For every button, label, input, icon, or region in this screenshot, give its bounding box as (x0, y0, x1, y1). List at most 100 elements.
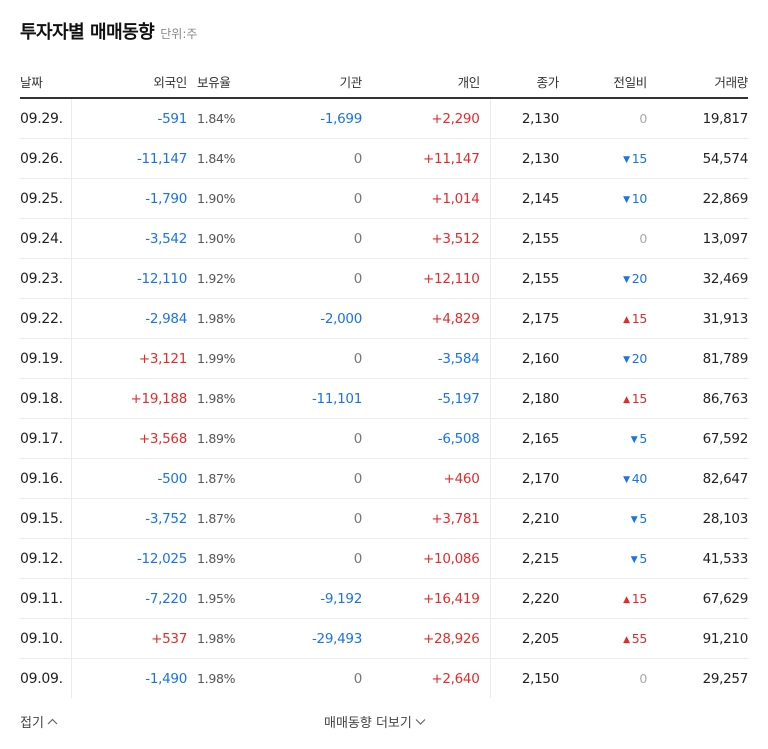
cell-close: 2,155 (489, 218, 569, 259)
cell-foreign: -591 (70, 98, 187, 139)
col-header-institution: 기관 (249, 66, 362, 99)
cell-change: ▼ 5 (569, 538, 653, 579)
cell-volume: 22,869 (653, 178, 748, 219)
cell-volume: 13,097 (653, 218, 748, 259)
cell-individual: +16,419 (362, 578, 490, 619)
cell-foreign: -7,220 (70, 578, 187, 619)
chevron-down-icon (415, 716, 426, 727)
cell-ratio: 1.98% (187, 298, 249, 339)
cell-volume: 67,629 (653, 578, 748, 619)
table-row: 09.15. -3,752 1.87% 0 +3,781 2,210 ▼ 5 28,103 (20, 498, 748, 539)
cell-ratio: 1.95% (187, 578, 249, 619)
col-header-volume: 거래량 (653, 66, 748, 99)
cell-individual: -6,508 (362, 418, 490, 459)
cell-date: 09.17. (20, 418, 71, 459)
col-header-ratio: 보유율 (187, 66, 249, 99)
cell-date: 09.10. (20, 618, 71, 659)
table-row: 09.19. +3,121 1.99% 0 -3,584 2,160 ▼ 20 81,789 (20, 338, 748, 379)
table-row: 09.23. -12,110 1.92% 0 +12,110 2,155 ▼ 20 32,469 (20, 258, 748, 299)
table-header-row: 날짜 외국인 보유율 기관 개인 종가 전일비 거래량 (20, 66, 748, 99)
cell-volume: 32,469 (653, 258, 748, 299)
triangle-down-icon: ▼ (623, 275, 630, 285)
cell-close: 2,170 (489, 458, 569, 499)
cell-individual: +10,086 (362, 538, 490, 579)
cell-date: 09.18. (20, 378, 71, 419)
cell-individual: +3,781 (362, 498, 490, 539)
triangle-up-icon: ▲ (623, 315, 630, 325)
table-row: 09.09. -1,490 1.98% 0 +2,640 2,150 0 29,257 (20, 658, 749, 698)
cell-foreign: -3,752 (70, 498, 187, 539)
more-trading-button[interactable]: 매매동향 더보기 (324, 712, 426, 731)
cell-institution: 0 (249, 458, 362, 499)
cell-individual: +28,926 (362, 618, 490, 659)
change-value: 0 (639, 111, 647, 126)
cell-institution: 0 (249, 538, 362, 579)
cell-close: 2,215 (489, 538, 569, 579)
cell-close: 2,155 (489, 258, 569, 299)
cell-ratio: 1.99% (187, 338, 249, 379)
cell-foreign: +537 (70, 618, 187, 659)
triangle-up-icon: ▲ (623, 595, 630, 605)
cell-ratio: 1.84% (187, 138, 249, 179)
cell-close: 2,165 (489, 418, 569, 459)
change-value: 5 (639, 511, 647, 526)
cell-institution: 0 (249, 258, 362, 299)
cell-institution: 0 (249, 218, 362, 259)
cell-close: 2,175 (489, 298, 569, 339)
cell-volume: 31,913 (653, 298, 748, 339)
cell-individual: +12,110 (362, 258, 490, 299)
cell-institution: 0 (249, 498, 362, 539)
cell-foreign: -1,490 (70, 658, 187, 698)
change-value: 15 (631, 591, 648, 606)
triangle-down-icon: ▼ (630, 435, 638, 445)
cell-individual: -3,584 (362, 338, 490, 379)
change-value: 5 (639, 551, 647, 566)
col-header-date: 날짜 (20, 66, 71, 99)
change-value: 10 (631, 191, 648, 206)
cell-foreign: +19,188 (70, 378, 187, 419)
cell-close: 2,220 (489, 578, 569, 619)
panel-title: 투자자별 매매동향 (20, 22, 155, 43)
cell-change: ▼ 20 (569, 338, 653, 379)
cell-ratio: 1.89% (187, 418, 249, 459)
cell-volume: 81,789 (653, 338, 748, 379)
cell-close: 2,205 (489, 618, 569, 659)
cell-institution: -9,192 (249, 578, 362, 619)
cell-change: 0 (569, 218, 653, 259)
cell-volume: 41,533 (653, 538, 748, 579)
cell-date: 09.11. (20, 578, 71, 619)
cell-individual: +3,512 (362, 218, 490, 259)
cell-date: 09.25. (20, 178, 71, 219)
cell-volume: 29,257 (702, 670, 749, 687)
cell-individual: +1,014 (362, 178, 490, 219)
cell-close: 2,180 (489, 378, 569, 419)
col-header-foreign: 외국인 (71, 66, 187, 99)
triangle-up-icon: ▲ (623, 635, 630, 645)
triangle-down-icon: ▼ (623, 155, 630, 165)
cell-foreign: -500 (70, 458, 187, 499)
cell-institution: -29,493 (249, 618, 362, 659)
cell-ratio: 1.84% (187, 98, 249, 139)
col-header-close: 종가 (490, 66, 569, 99)
cell-date: 09.24. (20, 218, 71, 259)
cell-foreign: -3,542 (70, 218, 187, 259)
cell-volume: 86,763 (653, 378, 748, 419)
cell-institution: -2,000 (249, 298, 362, 339)
change-value: 15 (631, 151, 648, 166)
cell-institution: 0 (249, 338, 362, 379)
fold-label: 접기 (20, 716, 44, 731)
change-value: 15 (631, 391, 648, 406)
cell-date: 09.15. (20, 498, 71, 539)
change-value: 20 (631, 271, 648, 286)
cell-foreign: +3,121 (70, 338, 187, 379)
cell-foreign: +3,568 (70, 418, 187, 459)
fold-button[interactable]: 접기 (20, 712, 58, 731)
cell-ratio: 1.98% (187, 618, 249, 659)
col-header-change: 전일비 (569, 66, 653, 99)
triangle-down-icon: ▼ (630, 555, 638, 565)
cell-individual: +460 (362, 458, 490, 499)
cell-foreign: -1,790 (70, 178, 187, 219)
cell-ratio: 1.90% (187, 178, 249, 219)
change-value: 0 (639, 231, 647, 246)
